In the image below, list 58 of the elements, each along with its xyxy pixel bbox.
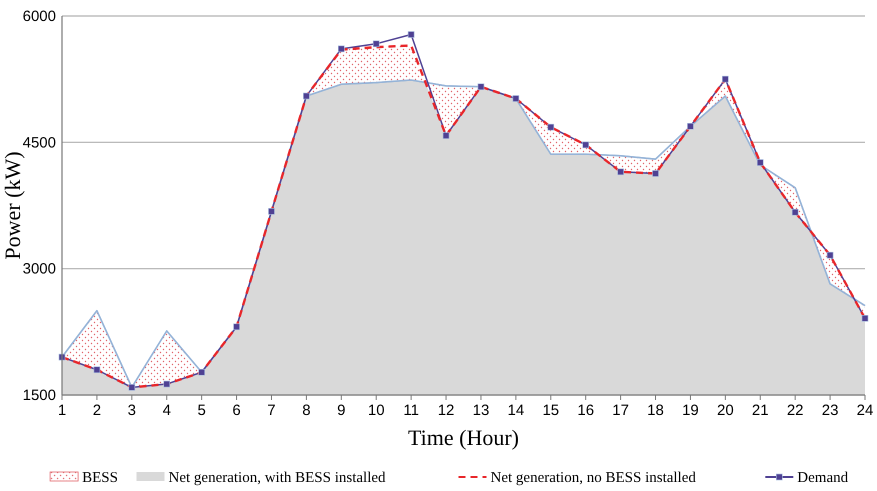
point (198, 368, 205, 376)
y-tick-label: 1500 (22, 387, 56, 404)
legend-label: Demand (797, 470, 849, 486)
point (582, 142, 589, 148)
x-tick-label: 6 (232, 402, 241, 419)
x-tick-label: 23 (822, 402, 838, 419)
legend-label: Net generation, no BESS installed (490, 470, 696, 486)
point (652, 170, 659, 177)
point (338, 46, 345, 52)
x-tick-label: 15 (542, 402, 560, 419)
x-tick-label: 7 (267, 402, 276, 419)
point (722, 76, 729, 82)
point (617, 168, 624, 176)
point (826, 252, 834, 258)
legend-label: BESS (82, 470, 118, 486)
x-tick-label: 5 (197, 402, 206, 419)
x-axis-title: Time (Hour) (408, 425, 520, 450)
point (268, 208, 275, 215)
point (58, 354, 66, 360)
point (372, 40, 380, 48)
x-tick-label: 13 (472, 402, 490, 419)
x-tick-label: 4 (162, 402, 171, 419)
x-tick-label: 9 (337, 402, 346, 419)
point (792, 208, 798, 216)
point (862, 315, 868, 322)
x-tick-label: 16 (577, 402, 594, 419)
legend-label: Net generation, with BESS installed (168, 470, 386, 486)
x-tick-label: 22 (786, 402, 804, 419)
x-tick-label: 12 (438, 402, 454, 419)
x-tick-label: 11 (403, 402, 419, 419)
x-tick-label: 17 (612, 402, 629, 419)
point (547, 124, 554, 130)
point (163, 380, 170, 388)
x-tick-label: 8 (302, 402, 311, 419)
x-tick-label: 21 (752, 402, 769, 419)
y-tick-label: 6000 (22, 8, 56, 25)
point (233, 323, 240, 330)
x-tick-label: 2 (92, 402, 102, 419)
x-tick-label: 24 (856, 402, 874, 419)
point (756, 159, 764, 166)
x-tick-label: 3 (128, 402, 136, 419)
point (94, 366, 100, 374)
y-tick-label: 4500 (22, 134, 56, 152)
point (303, 92, 310, 100)
x-tick-label: 1 (58, 402, 66, 419)
x-tick-label: 10 (368, 402, 385, 419)
point (128, 384, 136, 391)
x-tick-label: 18 (647, 402, 664, 419)
point (687, 123, 694, 130)
x-tick-label: 20 (717, 402, 734, 419)
x-tick-label: 14 (508, 402, 524, 419)
point (512, 95, 520, 102)
y-axis-title: Power (kW) (0, 151, 25, 260)
point (478, 83, 484, 90)
y-tick-label: 3000 (22, 260, 56, 278)
x-tick-label: 19 (682, 402, 699, 419)
point (442, 132, 450, 139)
point (408, 31, 414, 38)
